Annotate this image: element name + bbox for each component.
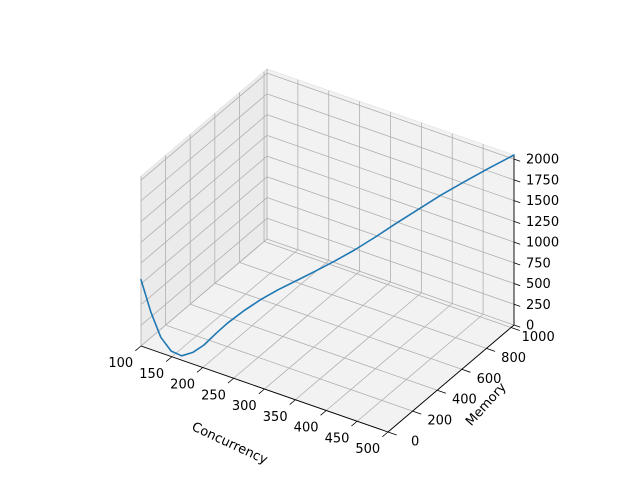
y-grid-floor [214, 282, 462, 370]
x-tick-label: 450 [325, 431, 350, 446]
z-tick-mark [513, 283, 521, 287]
z-grid-back-wall [266, 114, 515, 201]
x-tick-mark [320, 410, 327, 416]
y-tick-label: 400 [452, 393, 477, 408]
x-tick-label: 250 [201, 388, 226, 403]
z-tick-label: 0 [526, 319, 534, 334]
series-layer [140, 154, 515, 357]
y-tick-mark [486, 348, 496, 352]
x-tick-label: 300 [232, 399, 257, 414]
x-tick-label: 500 [355, 442, 380, 457]
x-grid-floor [171, 249, 299, 358]
z-grid-left-wall [140, 93, 268, 202]
x-grid-floor [233, 270, 360, 379]
x-tick-label: 400 [294, 421, 319, 436]
z-grid-back-wall [266, 238, 515, 326]
z-grid-back-wall [266, 197, 515, 284]
z-grid-left-wall [140, 72, 268, 181]
y-tick-label: 800 [501, 351, 526, 366]
y-grid-floor [190, 303, 438, 391]
tick-layer: 1001502002503003504004505000200400600800… [108, 153, 559, 458]
z-tick-label: 750 [526, 256, 551, 271]
x-tick-label: 100 [108, 356, 133, 371]
x-grid-floor [264, 281, 391, 390]
z-grid-back-wall [266, 155, 515, 243]
z-grid-back-wall [266, 176, 515, 264]
y-grid-floor [263, 241, 512, 328]
x-tick-label: 200 [170, 378, 195, 393]
z-grid-left-wall [140, 238, 268, 347]
y-tick-label: 1000 [522, 330, 555, 345]
z-tick-mark [513, 179, 521, 183]
y-tick-mark [387, 431, 397, 436]
y-tick-mark [412, 410, 422, 415]
y-grid-floor [165, 324, 413, 412]
z-tick-mark [513, 324, 521, 328]
series-line-0 [140, 154, 515, 357]
y-tick-label: 600 [477, 372, 502, 387]
x-tick-label: 150 [139, 367, 164, 382]
z-tick-label: 1250 [526, 215, 559, 230]
z-tick-label: 1500 [526, 194, 559, 209]
z-tick-mark [513, 158, 521, 162]
x-grid-floor [295, 292, 422, 401]
x-tick-label: 350 [263, 410, 288, 425]
x-tick-mark [258, 388, 265, 395]
z-tick-label: 1750 [526, 173, 559, 188]
y-tick-mark [461, 368, 471, 373]
y-tick-mark [437, 389, 446, 394]
z-grid-left-wall [140, 155, 268, 264]
z-grid-back-wall [266, 217, 515, 305]
z-tick-label: 2000 [526, 153, 559, 168]
x-tick-mark [165, 356, 173, 362]
x-tick-mark [196, 367, 204, 373]
z-tick-label: 1000 [526, 236, 559, 251]
y-grid-floor [239, 262, 487, 349]
z-tick-mark [513, 200, 521, 204]
z-grid-left-wall [140, 197, 268, 305]
y-tick-label: 0 [411, 435, 419, 450]
x-tick-mark [382, 431, 389, 438]
grid-lines [140, 69, 515, 433]
z-tick-mark [513, 241, 521, 245]
x-grid-floor [202, 260, 330, 368]
z-tick-mark [513, 220, 521, 224]
x-tick-mark [351, 420, 358, 427]
z-tick-mark [513, 262, 521, 266]
z-grid-left-wall [140, 135, 268, 243]
z-grid-back-wall [266, 93, 515, 181]
x-grid-floor [356, 313, 484, 422]
z-tick-label: 250 [526, 298, 551, 313]
z-grid-left-wall [140, 176, 268, 285]
z-tick-label: 500 [526, 277, 551, 292]
z-grid-left-wall [140, 114, 268, 222]
y-tick-mark [510, 327, 520, 331]
y-axis-line [387, 324, 515, 433]
x-tick-mark [227, 377, 234, 384]
x-tick-mark [289, 399, 296, 405]
x-grid-floor [325, 303, 453, 411]
x-tick-mark [135, 345, 142, 352]
z-grid-left-wall [140, 217, 268, 326]
y-tick-label: 200 [427, 414, 452, 429]
z-tick-mark [513, 303, 521, 307]
z-grid-back-wall [266, 72, 515, 160]
z-grid-back-wall [266, 134, 515, 222]
